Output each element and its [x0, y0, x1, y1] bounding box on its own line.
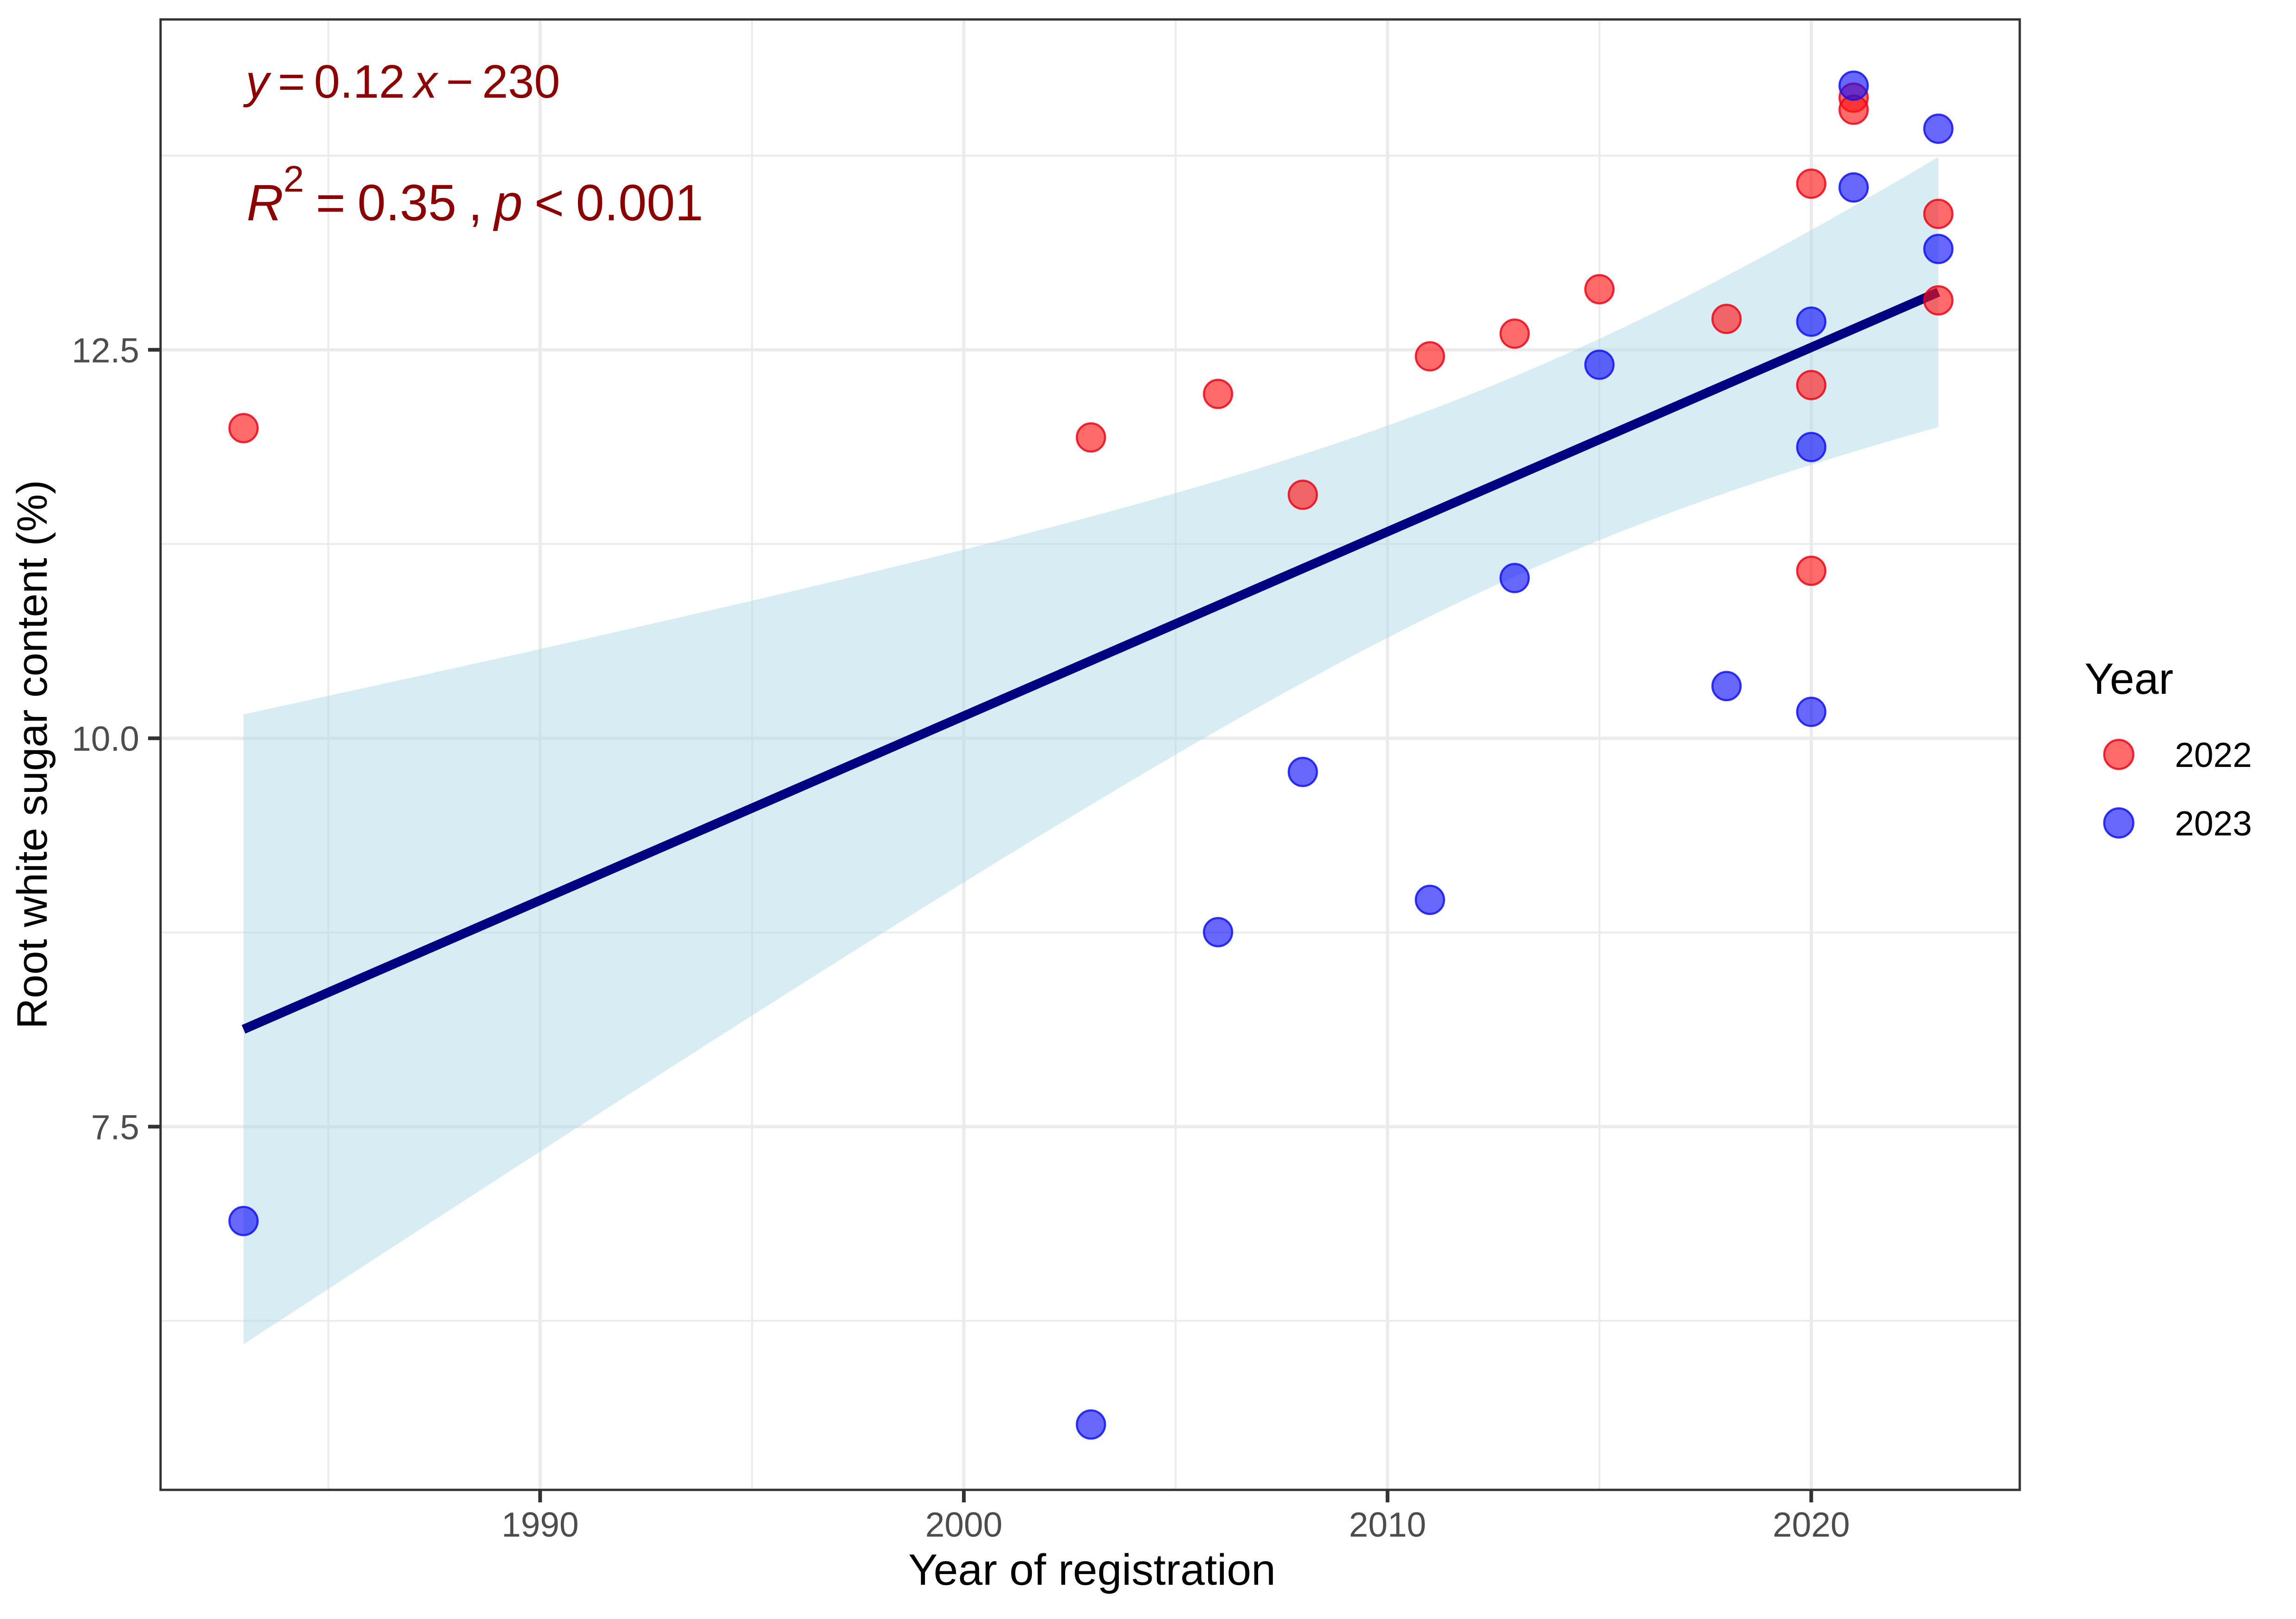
- svg-text:2020: 2020: [1773, 1505, 1850, 1544]
- svg-text:2010: 2010: [1349, 1505, 1426, 1544]
- svg-text:Year of registration: Year of registration: [908, 1545, 1276, 1594]
- svg-text:2023: 2023: [2175, 804, 2252, 843]
- svg-text:y = 0.12 x − 230: y = 0.12 x − 230: [243, 56, 560, 108]
- svg-text:12.5: 12.5: [72, 331, 139, 370]
- svg-text:Root white sugar content (%): Root white sugar content (%): [9, 480, 56, 1029]
- svg-text:R2 = 0.35 , p < 0.001: R2 = 0.35 , p < 0.001: [247, 158, 703, 231]
- svg-text:Year: Year: [2085, 654, 2173, 704]
- svg-text:2022: 2022: [2175, 735, 2252, 774]
- svg-text:1990: 1990: [502, 1505, 579, 1544]
- svg-text:10.0: 10.0: [72, 719, 139, 758]
- svg-text:2000: 2000: [925, 1505, 1003, 1544]
- svg-text:7.5: 7.5: [91, 1108, 139, 1146]
